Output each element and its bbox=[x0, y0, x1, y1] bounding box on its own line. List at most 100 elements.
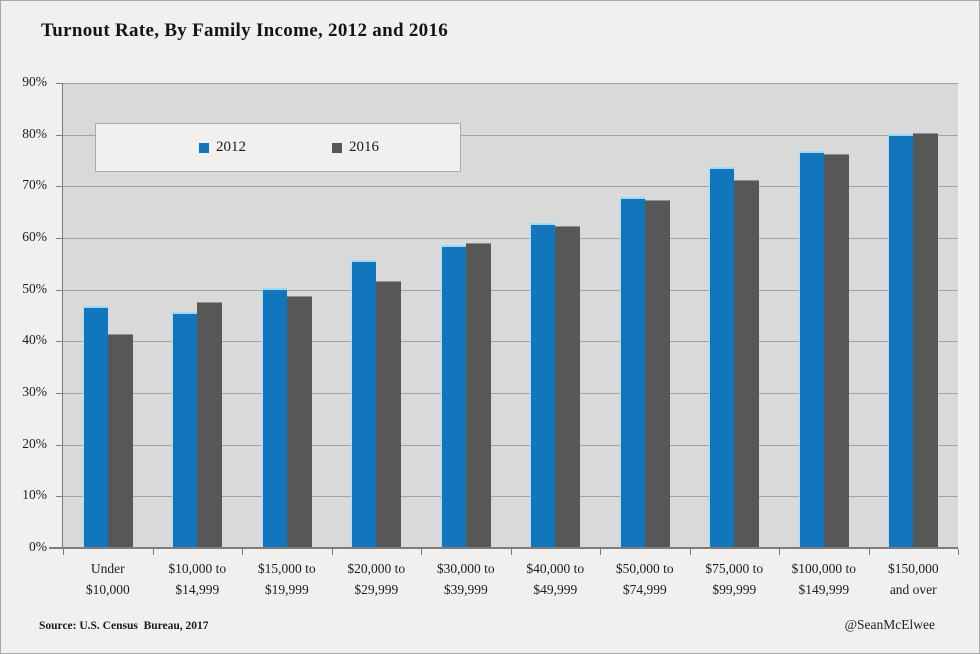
x-category-label-line: Under bbox=[90, 561, 125, 576]
x-category-label: Under $10,000 bbox=[63, 558, 153, 600]
x-category-label-line: $10,000 to bbox=[168, 561, 227, 576]
x-category-label: $15,000 to $19,999 bbox=[242, 558, 332, 600]
x-tick bbox=[152, 549, 154, 555]
x-category-label: $20,000 to $29,999 bbox=[332, 558, 422, 600]
bar-2016 bbox=[913, 133, 939, 548]
bar-2016 bbox=[465, 243, 491, 548]
x-category-label-line: $15,000 to bbox=[257, 561, 316, 576]
source-note: Source: U.S. Census Bureau, 2017 bbox=[39, 620, 209, 632]
y-tick-label: 0% bbox=[29, 539, 47, 554]
x-axis-labels: Under $10,000 $10,000 to $14,999 $15,000 to $… bbox=[63, 558, 958, 608]
x-category-label-line: $19,999 bbox=[264, 582, 309, 597]
x-tick bbox=[242, 549, 243, 555]
y-tick-label: 50% bbox=[22, 281, 47, 296]
bar-2012 bbox=[351, 260, 377, 548]
plot-area bbox=[63, 83, 958, 548]
gridline bbox=[63, 186, 958, 187]
gridline bbox=[63, 238, 958, 239]
y-tick-label: 60% bbox=[22, 229, 47, 244]
chart-title: Turnout Rate, By Family Income, 2012 and… bbox=[41, 20, 449, 41]
x-category-label-line: $10,000 bbox=[85, 582, 130, 597]
bar-2016 bbox=[555, 225, 581, 548]
bar-2016 bbox=[823, 153, 849, 548]
legend: 2012 2016 bbox=[95, 123, 461, 172]
y-tick bbox=[56, 393, 63, 394]
bar-2012 bbox=[798, 150, 824, 548]
y-axis: 0% 10% 20% 30% 40% 50% 60% 70% 80% 90% bbox=[1, 74, 63, 554]
x-category-label-line: $100,000 to bbox=[791, 561, 856, 576]
x-category-label-line: $30,000 to bbox=[436, 561, 495, 576]
bar-2012 bbox=[172, 311, 198, 548]
gridline bbox=[63, 135, 958, 136]
y-axis-line bbox=[62, 83, 63, 549]
x-category-label-line: $75,000 to bbox=[705, 561, 764, 576]
x-category-label-line: $74,999 bbox=[622, 582, 667, 597]
bar-2012 bbox=[82, 305, 108, 548]
y-tick bbox=[56, 238, 63, 239]
gridline bbox=[63, 393, 958, 394]
x-category-label-line: $14,999 bbox=[175, 582, 220, 597]
bar-2012 bbox=[530, 222, 556, 548]
x-tick bbox=[779, 549, 780, 555]
bar-2012 bbox=[888, 133, 914, 548]
x-category-label-line: $149,999 bbox=[798, 582, 850, 597]
x-category-label: $150,000 and over bbox=[869, 558, 959, 600]
gridline bbox=[63, 341, 958, 342]
x-axis-line bbox=[49, 547, 958, 549]
legend-entry: 2016 bbox=[332, 139, 379, 156]
legend-entry: 2012 bbox=[199, 139, 246, 156]
x-category-label: $10,000 to $14,999 bbox=[153, 558, 243, 600]
x-tick bbox=[63, 549, 64, 555]
bar-2016 bbox=[734, 180, 760, 548]
bar-2012 bbox=[709, 167, 735, 548]
y-tick-label: 40% bbox=[22, 332, 47, 347]
x-category-label-line: $20,000 to bbox=[347, 561, 406, 576]
x-category-label: $75,000 to $99,999 bbox=[690, 558, 780, 600]
x-category-label: $100,000 to $149,999 bbox=[779, 558, 869, 600]
legend-swatch-2016 bbox=[332, 142, 342, 153]
x-category-label: $40,000 to $49,999 bbox=[511, 558, 601, 600]
x-category-label-line: $99,999 bbox=[712, 582, 757, 597]
y-tick bbox=[56, 290, 63, 291]
x-category-label-line: and over bbox=[889, 582, 937, 597]
x-category-label-line: $40,000 to bbox=[526, 561, 585, 576]
y-tick bbox=[56, 445, 63, 446]
y-tick bbox=[56, 186, 63, 187]
gridline bbox=[63, 83, 958, 84]
x-category-label: $30,000 to $39,999 bbox=[421, 558, 511, 600]
y-tick-label: 30% bbox=[22, 384, 47, 399]
y-tick-label: 90% bbox=[22, 74, 47, 89]
y-tick bbox=[56, 83, 63, 84]
x-tick bbox=[421, 549, 422, 555]
y-tick-label: 20% bbox=[22, 436, 47, 451]
x-category-label-line: $50,000 to bbox=[615, 561, 674, 576]
bar-2012 bbox=[440, 245, 466, 548]
x-category-label: $50,000 to $74,999 bbox=[600, 558, 690, 600]
bar-2012 bbox=[619, 197, 645, 548]
x-tick bbox=[689, 549, 691, 555]
legend-label: 2016 bbox=[349, 139, 379, 155]
gridline bbox=[63, 290, 958, 291]
x-tick bbox=[600, 549, 601, 555]
y-tick bbox=[56, 341, 63, 342]
x-category-label-line: $29,999 bbox=[354, 582, 399, 597]
y-tick-label: 10% bbox=[22, 487, 47, 502]
credit-handle: @SeanMcElwee bbox=[844, 617, 935, 632]
x-tick bbox=[331, 549, 333, 555]
y-tick bbox=[56, 135, 63, 136]
legend-swatch-2012 bbox=[199, 142, 209, 153]
x-tick bbox=[958, 549, 959, 555]
y-tick-label: 80% bbox=[22, 126, 47, 141]
x-category-label-line: $49,999 bbox=[533, 582, 578, 597]
legend-label: 2012 bbox=[216, 139, 246, 155]
bar-2012 bbox=[261, 288, 287, 548]
gridline bbox=[63, 496, 958, 497]
bar-2016 bbox=[286, 296, 312, 548]
y-tick bbox=[56, 496, 63, 497]
bar-2016 bbox=[644, 199, 670, 548]
bar-2016 bbox=[197, 301, 223, 548]
y-tick-label: 70% bbox=[22, 177, 47, 192]
bar-2016 bbox=[376, 280, 402, 548]
x-tick bbox=[510, 549, 512, 555]
